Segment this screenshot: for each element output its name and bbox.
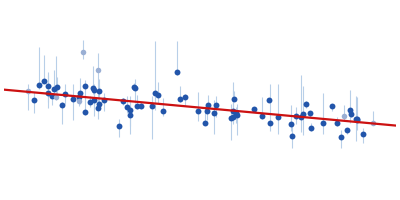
Point (258, 115, 265, 118)
Point (95, 106, 101, 110)
Point (100, 98, 107, 101)
Point (292, 115, 299, 118)
Point (320, 121, 326, 124)
Point (86, 100, 93, 103)
Point (45, 85, 51, 88)
Point (31, 99, 38, 102)
Point (95, 68, 102, 71)
Point (127, 114, 134, 117)
Point (348, 112, 354, 116)
Point (138, 105, 145, 108)
Point (230, 109, 236, 112)
Point (211, 111, 218, 115)
Point (354, 118, 361, 121)
Point (251, 108, 258, 111)
Point (205, 103, 212, 107)
Point (174, 71, 180, 74)
Point (307, 111, 313, 115)
Point (353, 118, 359, 121)
Point (41, 79, 47, 82)
Point (70, 97, 76, 100)
Point (334, 121, 340, 125)
Point (91, 89, 97, 92)
Point (204, 109, 210, 113)
Point (134, 104, 140, 107)
Point (44, 91, 51, 94)
Point (75, 99, 82, 102)
Point (360, 132, 366, 135)
Point (274, 115, 281, 118)
Point (182, 96, 188, 99)
Point (354, 118, 360, 122)
Point (302, 102, 309, 105)
Point (116, 125, 122, 128)
Point (233, 111, 239, 115)
Point (80, 50, 86, 53)
Point (152, 92, 158, 95)
Point (91, 98, 98, 101)
Point (288, 122, 294, 125)
Point (212, 103, 219, 106)
Point (49, 94, 55, 97)
Point (82, 110, 88, 113)
Point (234, 113, 241, 117)
Point (177, 98, 183, 101)
Point (338, 135, 344, 139)
Point (266, 121, 273, 124)
Point (160, 109, 166, 112)
Point (131, 87, 138, 90)
Point (54, 85, 61, 89)
Point (155, 93, 161, 97)
Point (127, 109, 133, 112)
Point (82, 85, 88, 88)
Point (120, 99, 127, 102)
Point (298, 115, 304, 119)
Point (308, 126, 314, 130)
Point (341, 115, 348, 118)
Point (370, 122, 376, 125)
Point (96, 89, 102, 92)
Point (36, 83, 43, 86)
Point (90, 87, 97, 90)
Point (96, 102, 102, 105)
Point (344, 129, 350, 132)
Point (149, 104, 155, 107)
Point (76, 96, 82, 99)
Point (62, 92, 68, 95)
Point (266, 99, 272, 102)
Point (347, 108, 354, 112)
Point (195, 109, 202, 113)
Point (300, 112, 306, 116)
Point (289, 134, 295, 137)
Point (230, 115, 236, 118)
Point (51, 88, 58, 91)
Point (25, 89, 31, 92)
Point (76, 92, 83, 95)
Point (228, 117, 234, 120)
Point (202, 121, 208, 124)
Point (59, 104, 65, 107)
Point (53, 95, 59, 98)
Point (231, 98, 237, 101)
Point (131, 85, 138, 89)
Point (329, 104, 336, 108)
Point (124, 105, 130, 108)
